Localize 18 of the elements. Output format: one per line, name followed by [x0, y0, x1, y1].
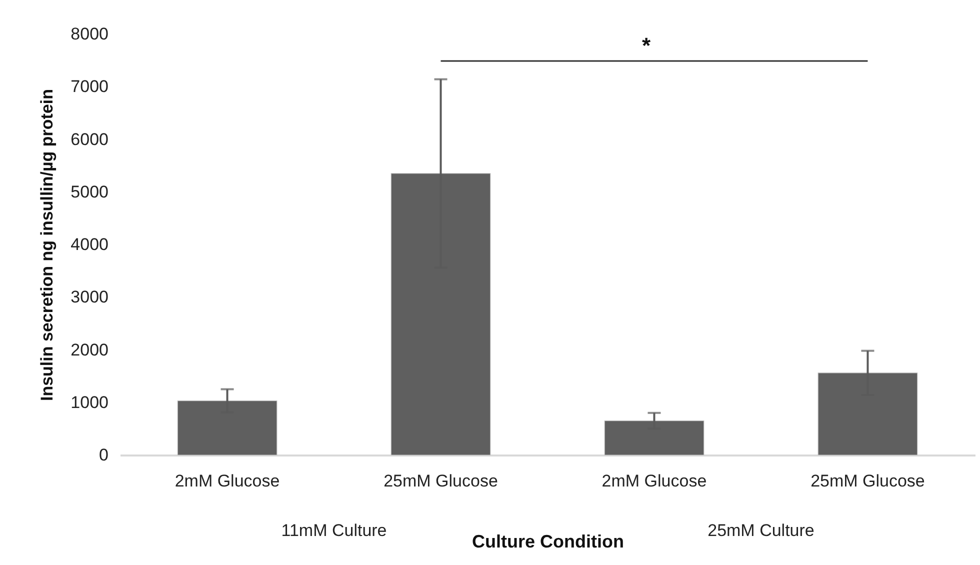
text: 25mM Culture [708, 521, 814, 540]
y-tick-label: 6000 [70, 130, 108, 149]
y-tick-label: 7000 [70, 77, 108, 96]
y-tick-label: 5000 [70, 182, 108, 202]
x-tick-label: 2mM Glucose [602, 472, 707, 490]
y-tick-label: 0 [99, 446, 108, 464]
y-tick-label: 1000 [70, 392, 108, 412]
x-tick-label: 2mM Glucose [174, 472, 280, 490]
y-tick-label: 8000 [70, 24, 108, 44]
x-axis-title: Culture Condition [472, 532, 624, 552]
y-tick-label: 2000 [70, 340, 108, 360]
y-tick-label: 4000 [70, 235, 108, 254]
x-tick-label: 25mM Glucose [384, 472, 498, 490]
y-axis-title: Insulin secretion ng insullin/µg protein [38, 88, 57, 402]
annotation: * [642, 33, 651, 58]
x-tick-label: 25mM Glucose [810, 472, 925, 490]
text: 11mM Culture [281, 521, 387, 540]
y-tick-label: 3000 [70, 288, 108, 307]
